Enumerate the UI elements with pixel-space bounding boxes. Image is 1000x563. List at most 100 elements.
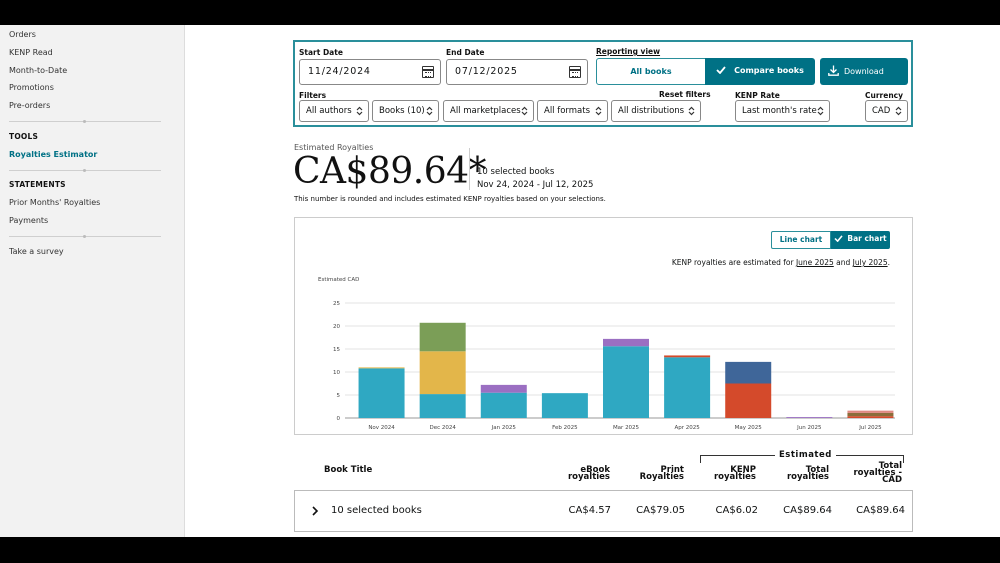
sidebar-item-payments[interactable]: Payments: [9, 216, 49, 225]
col-header-book-title: Book Title: [324, 465, 373, 475]
chart-card: Estimated CAD 0 5 10 15 20 25 Nov 2024 Dec 2024 J…: [294, 217, 913, 435]
bar-segment: [541, 393, 588, 418]
sidebar-heading-statements: STATEMENTS: [9, 180, 66, 189]
download-report-label: Download report: [844, 67, 884, 103]
end-date-input[interactable]: 07/12/2025: [446, 59, 588, 85]
x-tick-label: Apr 2025: [674, 425, 700, 431]
row-book-title: 10 selected books: [331, 505, 422, 516]
kenp-month-link[interactable]: July 2025: [852, 258, 888, 267]
kenp-month-link[interactable]: June 2025: [795, 258, 834, 267]
sidebar-divider: [9, 169, 161, 172]
bar-segment: [419, 322, 466, 352]
x-tick-label: Jan 2025: [491, 425, 517, 431]
distributions-select[interactable]: All distributions: [611, 100, 701, 122]
y-tick-label: 0: [337, 416, 341, 422]
sidebar-item-prior-months[interactable]: Prior Months' Royalties: [9, 198, 101, 207]
bar-segment: [358, 368, 405, 418]
estimated-group-title: Estimated: [775, 450, 836, 460]
currency-label: Currency: [865, 91, 904, 100]
marketplaces-select[interactable]: All marketplaces: [443, 100, 534, 122]
bar-segment: [664, 355, 711, 358]
bar-segment: [847, 410, 894, 413]
marketplaces-select-value: All marketplaces: [450, 106, 521, 116]
row-total-royalties: CA$89.64: [783, 505, 832, 516]
sidebar: Orders KENP Read Month-to-Date Promotion…: [0, 25, 185, 537]
end-date-label: End Date: [446, 48, 485, 57]
y-tick-label: 5: [337, 393, 341, 399]
bar-chart-toggle[interactable]: Bar chart: [831, 231, 890, 249]
download-icon: [828, 65, 839, 76]
col-header-total-royalties: Total royalties: [786, 465, 829, 482]
bar-segment: [725, 383, 772, 418]
sidebar-item-take-survey[interactable]: Take a survey: [9, 247, 64, 256]
start-date-value: 11/24/2024: [308, 66, 371, 77]
bar-segment: [603, 338, 649, 347]
col-header-ebook-royalties: eBook royalties: [567, 465, 610, 482]
kenp-estimate-note: KENP royalties are estimated for June 20…: [672, 258, 890, 267]
books-select[interactable]: Books (10): [372, 100, 439, 122]
x-tick-label: Dec 2024: [429, 425, 456, 431]
bar-chart-label: Bar chart: [847, 234, 887, 243]
compare-books-label: Compare books: [734, 66, 804, 75]
download-report-button[interactable]: Download report: [820, 58, 908, 103]
compare-books-button[interactable]: Compare books: [705, 58, 815, 85]
sidebar-divider: [9, 235, 161, 238]
all-books-button[interactable]: All books: [596, 58, 706, 85]
formats-select-value: All formats: [544, 106, 591, 116]
col-header-total-royalties-cad: Total royalties - CAD: [853, 461, 902, 485]
chevron-updown-icon: [521, 106, 528, 116]
books-select-value: Books (10): [379, 106, 425, 116]
calendar-icon[interactable]: [422, 66, 434, 78]
kenp-note-and: and: [833, 258, 853, 267]
chevron-updown-icon: [595, 106, 602, 116]
y-axis-label: Estimated CAD: [318, 277, 359, 283]
x-tick-label: Jun 2025: [796, 425, 822, 431]
bar-segment: [480, 392, 527, 418]
kenp-rate-select[interactable]: Last month's rate: [735, 100, 830, 122]
reporting-view-label: Reporting view: [596, 47, 661, 56]
y-tick-label: 20: [333, 324, 340, 330]
check-icon: [834, 235, 843, 243]
bar-segment: [847, 412, 894, 417]
chevron-updown-icon: [688, 106, 695, 116]
bar-segment: [480, 384, 527, 393]
rounding-note: This number is rounded and includes esti…: [294, 195, 606, 203]
bar-segment: [419, 351, 466, 395]
reset-filters-link[interactable]: Reset filters: [659, 90, 711, 99]
formats-select[interactable]: All formats: [537, 100, 608, 122]
y-tick-label: 25: [333, 301, 340, 307]
kenp-note-suffix: .: [887, 258, 890, 267]
x-tick-label: May 2025: [735, 425, 763, 431]
table-row[interactable]: 10 selected books CA$4.57 CA$79.05 CA$6.…: [294, 490, 913, 532]
line-chart-toggle[interactable]: Line chart: [771, 231, 831, 249]
kenp-note-prefix: KENP royalties are estimated for: [671, 258, 796, 267]
start-date-label: Start Date: [299, 48, 343, 57]
start-date-input[interactable]: 11/24/2024: [299, 59, 441, 85]
sidebar-item-pre-orders[interactable]: Pre-orders: [9, 101, 51, 110]
sidebar-item-promotions[interactable]: Promotions: [9, 83, 54, 92]
currency-select[interactable]: CAD: [865, 100, 908, 122]
y-tick-label: 15: [333, 347, 340, 353]
sidebar-item-royalties-estimator[interactable]: Royalties Estimator: [9, 150, 98, 159]
estimated-royalties-total: CA$89.64*: [293, 151, 487, 192]
kenp-rate-label: KENP Rate: [735, 91, 780, 100]
filters-panel: Start Date 11/24/2024 End Date 07/12/202…: [293, 40, 913, 127]
currency-select-value: CAD: [872, 106, 891, 116]
kenp-rate-select-value: Last month's rate: [742, 106, 817, 116]
sidebar-item-orders[interactable]: Orders: [9, 30, 36, 39]
authors-select[interactable]: All authors: [299, 100, 369, 122]
x-tick-label: Feb 2025: [552, 425, 578, 431]
row-kenp-royalties: CA$6.02: [715, 505, 758, 516]
bar-segment: [847, 416, 894, 418]
sidebar-heading-tools: TOOLS: [9, 132, 39, 141]
sidebar-item-kenp-read[interactable]: KENP Read: [9, 48, 53, 57]
calendar-icon[interactable]: [569, 66, 581, 78]
sidebar-item-month-to-date[interactable]: Month-to-Date: [9, 66, 68, 75]
end-date-value: 07/12/2025: [455, 66, 518, 77]
row-total-royalties-cad: CA$89.64: [856, 505, 905, 516]
bar-segment: [786, 417, 833, 418]
chevron-right-icon[interactable]: [311, 506, 319, 516]
row-print-royalties: CA$79.05: [636, 505, 685, 516]
row-ebook-royalties: CA$4.57: [568, 505, 611, 516]
y-tick-label: 10: [333, 370, 340, 376]
